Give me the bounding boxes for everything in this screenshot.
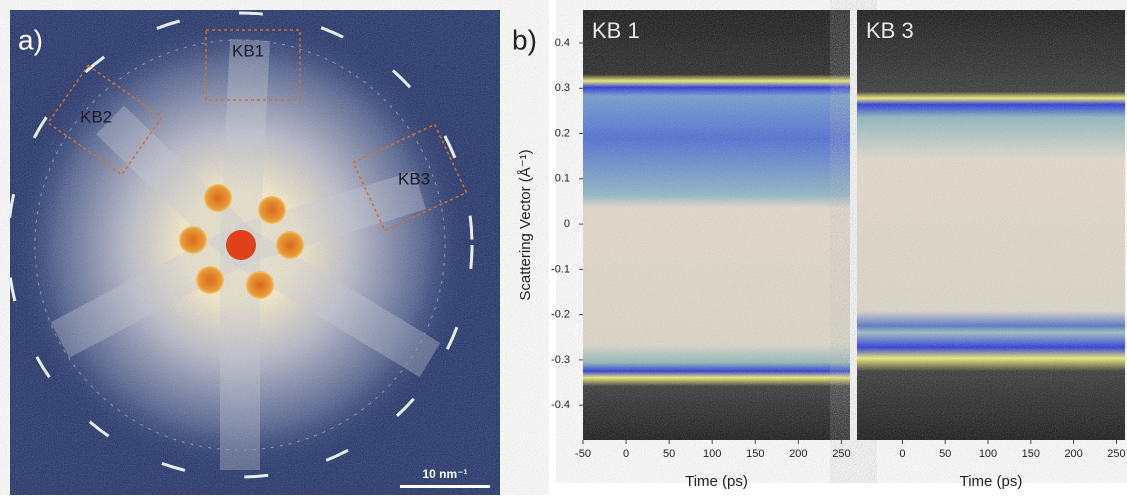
- y-tick-label: -0.2: [551, 309, 570, 321]
- y-tick-label: 0.2: [555, 127, 570, 139]
- x-tick-label: 200: [789, 448, 807, 460]
- region-label: KB3: [398, 169, 430, 188]
- y-tick-label: -0.1: [551, 263, 570, 275]
- y-tick-label: 0: [564, 218, 570, 230]
- x-tick-label: 50: [663, 448, 675, 460]
- y-tick-label: 0.4: [555, 37, 570, 49]
- region-label: KB2: [80, 107, 112, 126]
- heatmap-texture: [583, 10, 850, 440]
- scale-bar-label: 10 nm⁻¹: [422, 467, 467, 481]
- x-tick-label: 150: [1022, 448, 1040, 460]
- heatmap-texture: [857, 10, 1125, 440]
- y-tick-label: -0.4: [551, 399, 570, 411]
- panel-label: b): [512, 24, 537, 55]
- plot-title: KB 3: [866, 18, 914, 43]
- x-tick-label: -50: [575, 448, 591, 460]
- x-tick-label: 50: [939, 448, 951, 460]
- x-axis-label: Time (ps): [960, 473, 1023, 490]
- x-tick-label: 0: [899, 448, 905, 460]
- panel-label: a): [18, 24, 43, 55]
- y-tick-label: -0.3: [551, 354, 570, 366]
- x-tick-label: 250: [832, 448, 850, 460]
- x-tick-label: 200: [1064, 448, 1082, 460]
- x-tick-label: 150: [746, 448, 764, 460]
- y-tick-label: 0.1: [555, 173, 570, 185]
- x-tick-label: 0: [623, 448, 629, 460]
- x-tick-label: 250: [1107, 448, 1125, 460]
- x-tick-label: 100: [979, 448, 997, 460]
- plot-title: KB 1: [592, 18, 640, 43]
- diffraction-image: [6, 10, 500, 495]
- x-tick-label: 100: [703, 448, 721, 460]
- region-label: KB1: [232, 41, 264, 60]
- x-axis-label: Time (ps): [685, 473, 748, 490]
- y-tick-label: 0.3: [555, 82, 570, 94]
- y-axis-label: Scattering Vector (Å⁻¹): [517, 149, 534, 300]
